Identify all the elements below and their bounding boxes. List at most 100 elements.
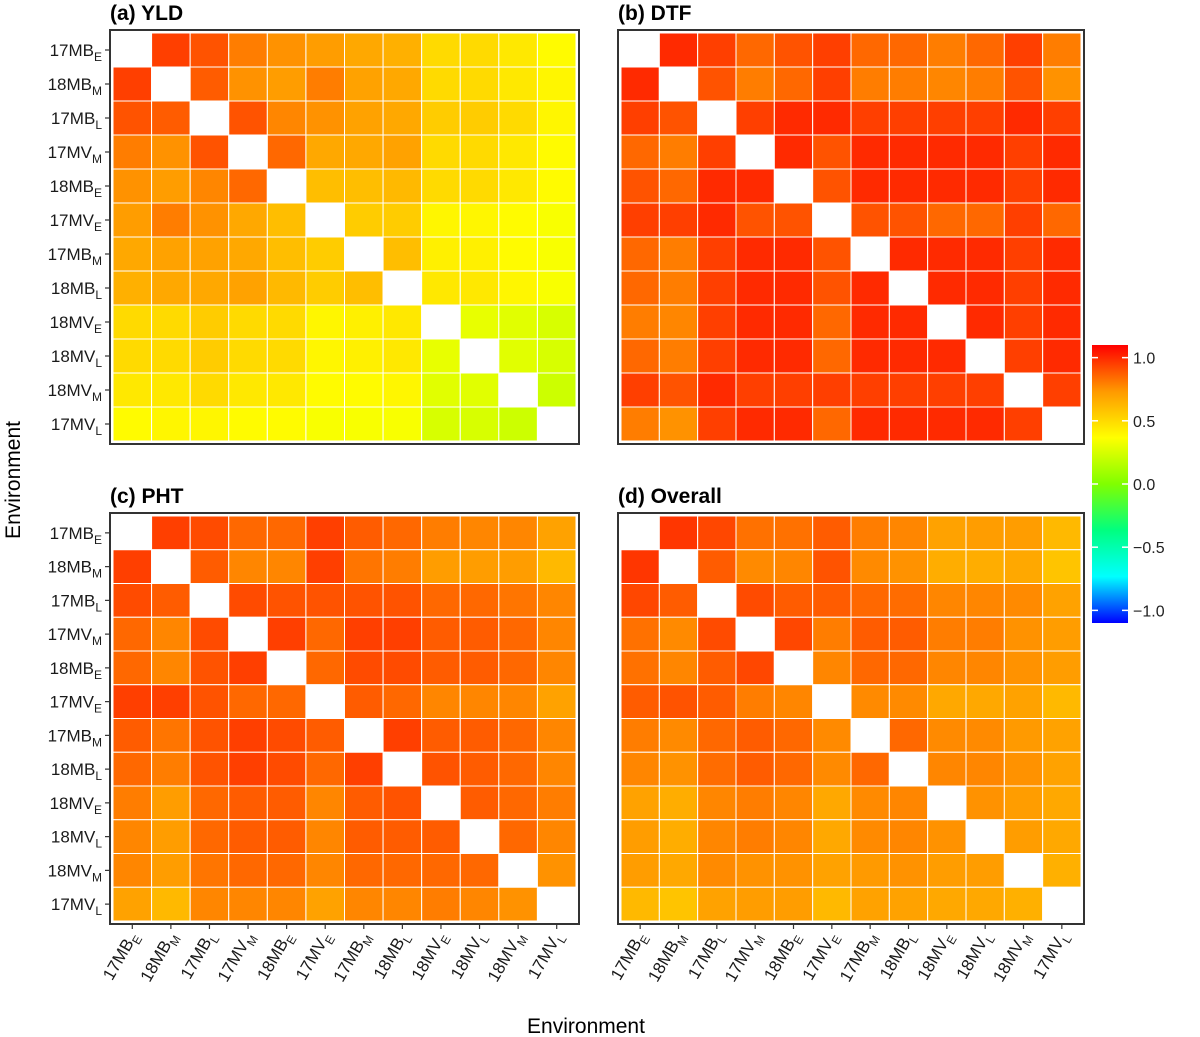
legend-tick-label: −1.0 (1133, 603, 1165, 620)
heatmap-cell (189, 785, 230, 821)
heatmap-cell (850, 372, 890, 408)
heatmap-cell (965, 338, 1005, 374)
y-tick-label: 17MBM (48, 245, 102, 268)
heatmap-cell (421, 886, 461, 922)
heatmap-cell (697, 515, 737, 551)
heatmap-cell (965, 616, 1005, 652)
heatmap-cell (697, 168, 737, 204)
heatmap-cell (927, 270, 967, 306)
heatmap-cell (498, 853, 538, 888)
heatmap-cell (266, 168, 307, 204)
heatmap-cell (112, 785, 153, 821)
heatmap-cell (773, 684, 814, 719)
heatmap-cell (927, 515, 967, 551)
heatmap-cell (536, 616, 577, 652)
heatmap-cell (1003, 406, 1044, 442)
heatmap-cell (228, 886, 268, 922)
heatmap-cell (1042, 751, 1082, 787)
heatmap-cell (151, 100, 191, 136)
heatmap-cell (658, 583, 699, 618)
heatmap-cell (112, 134, 153, 170)
heatmap-cell (888, 168, 929, 204)
heatmap-cell (189, 32, 230, 68)
heatmap-cell (658, 406, 699, 442)
panel-frame (109, 29, 580, 445)
heatmap-cell (812, 236, 852, 272)
heatmap-cell (850, 886, 890, 922)
heatmap-cell (536, 66, 577, 102)
panel-title: (a) YLD (110, 2, 183, 25)
heatmap-cell (620, 338, 660, 374)
heatmap-cell (850, 66, 890, 102)
heatmap-cell (850, 819, 890, 854)
heatmap-cell (421, 718, 461, 753)
y-axis-title: Environment (2, 421, 25, 539)
heatmap-cell (498, 751, 538, 787)
heatmap-cell (189, 100, 230, 136)
heatmap-cell (421, 751, 461, 787)
heatmap-cell (1042, 684, 1082, 719)
y-tick-label: 17MBE (50, 524, 102, 547)
heatmap-cell (735, 202, 775, 238)
heatmap-cell (1042, 616, 1082, 652)
heatmap-cell (965, 202, 1005, 238)
x-tick-label: 18MBL (876, 928, 922, 984)
heatmap-cell (850, 549, 890, 584)
heatmap-cell (459, 751, 500, 787)
heatmap-cell (112, 202, 153, 238)
x-tick-label: 18MBE (760, 929, 806, 986)
heatmap-cell (305, 549, 345, 584)
heatmap-cell (927, 616, 967, 652)
heatmap-cell (658, 718, 699, 753)
heatmap-cell (812, 616, 852, 652)
heatmap-cell (305, 202, 345, 238)
heatmap-cell (812, 270, 852, 306)
heatmap-cell (658, 168, 699, 204)
heatmap-cell (421, 515, 461, 551)
heatmap-cell (344, 583, 384, 618)
heatmap-cell (228, 583, 268, 618)
heatmap-cell (1003, 515, 1044, 551)
heatmap-cell (735, 168, 775, 204)
heatmap-cell (735, 583, 775, 618)
heatmap-cell (266, 819, 307, 854)
heatmap-cell (189, 549, 230, 584)
heatmap-cell (151, 66, 191, 102)
heatmap-cell (189, 372, 230, 408)
heatmap-cell (620, 583, 660, 618)
heatmap-cell (888, 853, 929, 888)
heatmap-cell (189, 650, 230, 686)
heatmap-cell (112, 819, 153, 854)
heatmap-cell (812, 819, 852, 854)
heatmap-cell (382, 202, 423, 238)
heatmap-cell (305, 718, 345, 753)
heatmap-cell (536, 785, 577, 821)
heatmap-cell (305, 66, 345, 102)
y-tick-label: 17MVM (48, 143, 102, 166)
heatmap-cell (1003, 270, 1044, 306)
heatmap-cell (850, 202, 890, 238)
heatmap-cell (189, 819, 230, 854)
heatmap-cell (344, 650, 384, 686)
heatmap-cell (735, 338, 775, 374)
heatmap-cell (498, 236, 538, 272)
x-tick-label: 18MBM (137, 929, 184, 988)
heatmap-cell (536, 304, 577, 340)
heatmap-cell (459, 270, 500, 306)
heatmap-cell (620, 751, 660, 787)
heatmap-cell (459, 718, 500, 753)
heatmap-cell (228, 684, 268, 719)
heatmap-cell (189, 66, 230, 102)
heatmap-cell (850, 236, 890, 272)
heatmap-cell (927, 406, 967, 442)
heatmap-cell (888, 66, 929, 102)
heatmap-cell (498, 583, 538, 618)
heatmap-cell (735, 853, 775, 888)
y-tick-label: 18MBE (50, 659, 102, 682)
heatmap-cell (965, 168, 1005, 204)
heatmap-cell (850, 751, 890, 787)
heatmap-cell (305, 236, 345, 272)
heatmap-cell (697, 338, 737, 374)
heatmap-cell (658, 236, 699, 272)
heatmap-cell (812, 684, 852, 719)
